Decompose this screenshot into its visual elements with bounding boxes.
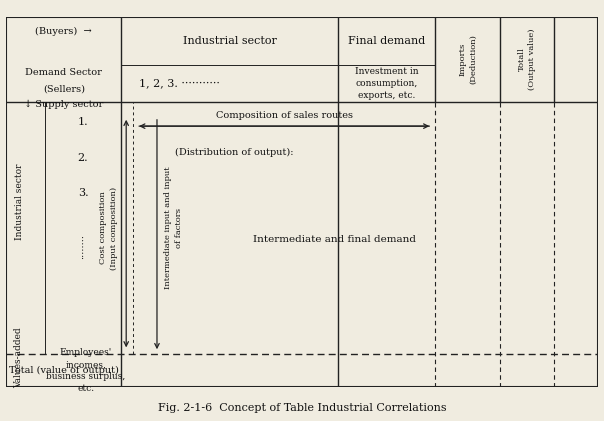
Text: Cost composition
(Input composition): Cost composition (Input composition) [99, 187, 118, 269]
Text: Values-added: Values-added [14, 328, 24, 388]
Text: Final demand: Final demand [348, 36, 425, 46]
Text: 1.: 1. [78, 117, 88, 128]
Text: Intermediate and final demand: Intermediate and final demand [253, 234, 416, 244]
Text: Industrial sector: Industrial sector [14, 164, 24, 240]
Text: Totall
(Output value): Totall (Output value) [518, 29, 536, 90]
Text: Industrial sector: Industrial sector [182, 36, 277, 46]
Text: Imports
(Deduction): Imports (Deduction) [458, 35, 477, 84]
Text: Intermediate input and input
of factors: Intermediate input and input of factors [164, 167, 183, 289]
Text: Composition of sales routes: Composition of sales routes [216, 111, 353, 120]
Text: 1, 2, 3. ···········: 1, 2, 3. ··········· [139, 79, 220, 88]
Text: 3.: 3. [78, 188, 88, 198]
Text: Fig. 2-1-6  Concept of Table Industrial Correlations: Fig. 2-1-6 Concept of Table Industrial C… [158, 402, 446, 413]
Text: Total (value of output): Total (value of output) [9, 366, 119, 375]
Text: Investment in
consumption,
exports, etc.: Investment in consumption, exports, etc. [355, 67, 418, 100]
Text: 2.: 2. [78, 153, 88, 163]
Text: (Distribution of output):: (Distribution of output): [175, 147, 293, 157]
Text: (Buyers)  →: (Buyers) → [36, 27, 92, 36]
Text: ↓ Supply sector: ↓ Supply sector [24, 99, 103, 109]
Text: Employees'
incomes,
business surplus,
etc.: Employees' incomes, business surplus, et… [47, 349, 126, 393]
Text: (Sellers): (Sellers) [43, 85, 85, 93]
Text: ········: ········ [79, 234, 88, 259]
Text: Demand Sector: Demand Sector [25, 68, 102, 77]
